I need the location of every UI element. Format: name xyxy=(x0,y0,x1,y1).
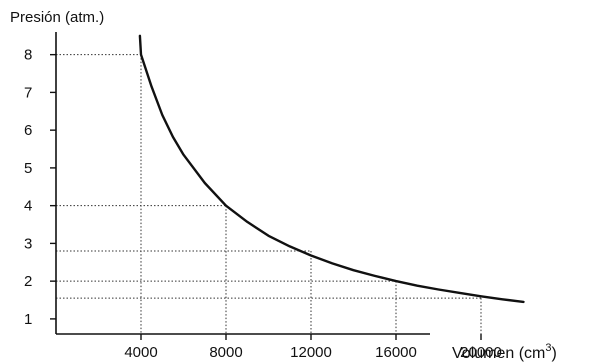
x-axis-label: Volumen (cm3) xyxy=(452,342,557,362)
x-tick-label-20000: 20000 xyxy=(460,344,502,361)
y-tick-label-1: 1 xyxy=(24,311,32,328)
axis-ticks xyxy=(50,53,482,340)
x-axis-label-exponent: 3 xyxy=(545,342,551,354)
y-tick-label-4: 4 xyxy=(24,198,32,215)
guide-lines xyxy=(56,54,482,334)
tick-labels: 1 2 3 4 5 6 7 8 4000 8000 12000 16000 20000 xyxy=(24,47,502,361)
x-axis-label-main: Volumen (cm xyxy=(452,345,545,362)
y-tick-label-3: 3 xyxy=(24,235,32,252)
x-axis-label-close: ) xyxy=(552,345,557,362)
y-axis-label: Presión (atm.) xyxy=(10,9,104,26)
x-tick-label-16000: 16000 xyxy=(375,344,417,361)
y-tick-label-7: 7 xyxy=(24,84,32,101)
y-tick-label-2: 2 xyxy=(24,273,32,290)
x-tick-label-4000: 4000 xyxy=(124,344,157,361)
y-tick-label-5: 5 xyxy=(24,160,32,177)
y-tick-label-8: 8 xyxy=(24,47,32,64)
y-tick-label-6: 6 xyxy=(24,122,32,139)
x-tick-label-12000: 12000 xyxy=(290,344,332,361)
pressure-volume-curve xyxy=(138,34,525,304)
x-tick-label-8000: 8000 xyxy=(209,344,242,361)
